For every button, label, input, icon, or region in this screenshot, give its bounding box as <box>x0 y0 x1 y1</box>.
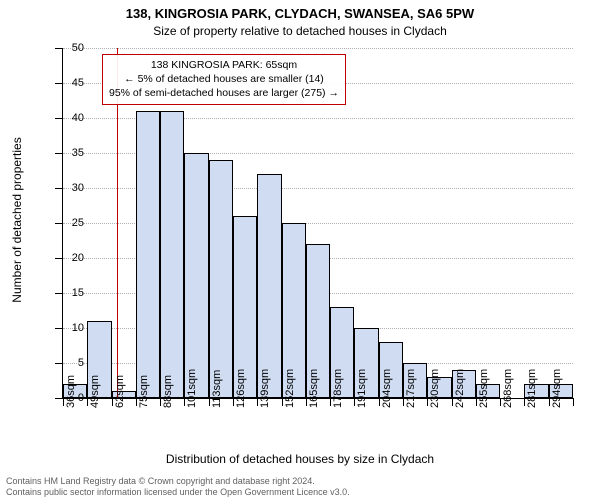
x-tick-label: 294sqm <box>551 369 563 408</box>
x-tick-label: 101sqm <box>186 369 198 408</box>
y-tick-label: 50 <box>44 42 84 54</box>
x-tick-label: 126sqm <box>235 369 247 408</box>
annotation-line-1: 138 KINGROSIA PARK: 65sqm <box>109 58 339 72</box>
x-tick-label: 139sqm <box>259 369 271 408</box>
x-tick-label: 255sqm <box>478 369 490 408</box>
x-tick-label: 75sqm <box>138 375 150 408</box>
x-tick <box>209 398 210 406</box>
x-tick-label: 268sqm <box>502 369 514 408</box>
x-tick-label: 204sqm <box>381 369 393 408</box>
x-tick <box>306 398 307 406</box>
histogram-bar <box>160 111 184 398</box>
y-axis-label: Number of detached properties <box>10 137 24 302</box>
chart-title: 138, KINGROSIA PARK, CLYDACH, SWANSEA, S… <box>0 6 600 21</box>
x-tick-label: 113sqm <box>211 370 223 408</box>
attribution: Contains HM Land Registry data © Crown c… <box>6 476 350 498</box>
x-tick-label: 281sqm <box>526 369 538 408</box>
x-tick <box>330 398 331 406</box>
x-tick <box>573 398 574 406</box>
x-tick-label: 36sqm <box>65 375 77 408</box>
y-tick-label: 5 <box>44 357 84 369</box>
x-tick-label: 230sqm <box>429 369 441 408</box>
y-tick-label: 15 <box>44 287 84 299</box>
chart-subtitle: Size of property relative to detached ho… <box>0 24 600 38</box>
x-tick <box>476 398 477 406</box>
x-tick-label: 191sqm <box>356 369 368 408</box>
x-tick <box>112 398 113 406</box>
histogram-bar <box>136 111 160 398</box>
x-tick-label: 178sqm <box>332 369 344 408</box>
x-tick <box>452 398 453 406</box>
attribution-line-2: Contains public sector information licen… <box>6 487 350 498</box>
x-tick <box>403 398 404 406</box>
y-tick-label: 35 <box>44 147 84 159</box>
histogram-bar <box>209 160 233 398</box>
attribution-line-1: Contains HM Land Registry data © Crown c… <box>6 476 350 487</box>
x-tick <box>233 398 234 406</box>
x-axis-label: Distribution of detached houses by size … <box>0 452 600 466</box>
x-tick <box>500 398 501 406</box>
y-tick-label: 40 <box>44 112 84 124</box>
x-tick <box>549 398 550 406</box>
y-tick-label: 20 <box>44 252 84 264</box>
x-tick-label: 242sqm <box>454 369 466 408</box>
y-tick-label: 10 <box>44 322 84 334</box>
y-tick-label: 30 <box>44 182 84 194</box>
x-tick-label: 49sqm <box>89 375 101 408</box>
y-tick-label: 0 <box>44 392 84 404</box>
x-tick-label: 165sqm <box>308 369 320 408</box>
annotation-box: 138 KINGROSIA PARK: 65sqm← 5% of detache… <box>102 54 346 105</box>
x-tick-label: 62sqm <box>114 375 126 408</box>
x-tick <box>160 398 161 406</box>
y-tick-label: 25 <box>44 217 84 229</box>
x-tick-label: 152sqm <box>284 369 296 408</box>
x-tick-label: 217sqm <box>405 369 417 408</box>
annotation-line-2: ← 5% of detached houses are smaller (14) <box>109 72 339 86</box>
y-tick-label: 45 <box>44 77 84 89</box>
x-tick <box>379 398 380 406</box>
gridline <box>63 48 573 49</box>
x-tick-label: 88sqm <box>162 375 174 408</box>
x-tick <box>282 398 283 406</box>
x-tick <box>136 398 137 406</box>
annotation-line-3: 95% of semi-detached houses are larger (… <box>109 86 339 100</box>
histogram-bar <box>257 174 281 398</box>
histogram-bar <box>184 153 208 398</box>
